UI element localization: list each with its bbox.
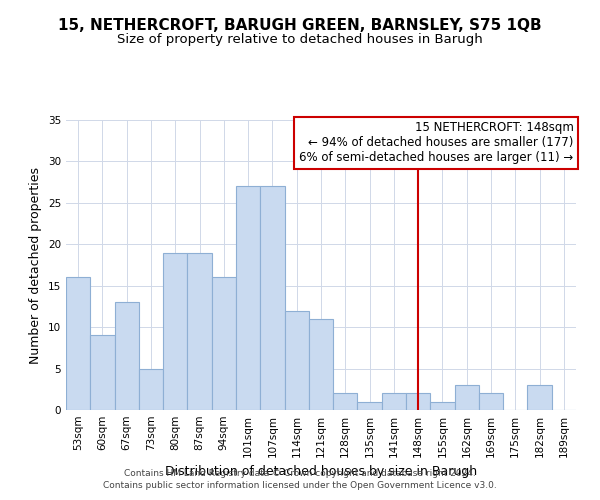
Text: Contains HM Land Registry data © Crown copyright and database right 2024.: Contains HM Land Registry data © Crown c… [124,468,476,477]
Text: Size of property relative to detached houses in Barugh: Size of property relative to detached ho… [117,32,483,46]
Bar [455,385,479,410]
X-axis label: Distribution of detached houses by size in Barugh: Distribution of detached houses by size … [165,466,477,478]
Bar [358,402,382,410]
Bar [260,186,284,410]
Bar [406,394,430,410]
Bar [479,394,503,410]
Bar [139,368,163,410]
Bar [187,252,212,410]
Bar [333,394,358,410]
Bar [309,319,333,410]
Bar [527,385,552,410]
Y-axis label: Number of detached properties: Number of detached properties [29,166,43,364]
Bar [236,186,260,410]
Bar [163,252,187,410]
Bar [382,394,406,410]
Bar [430,402,455,410]
Text: Contains public sector information licensed under the Open Government Licence v3: Contains public sector information licen… [103,481,497,490]
Bar [284,310,309,410]
Bar [90,336,115,410]
Bar [212,278,236,410]
Bar [66,278,90,410]
Text: 15 NETHERCROFT: 148sqm
← 94% of detached houses are smaller (177)
6% of semi-det: 15 NETHERCROFT: 148sqm ← 94% of detached… [299,122,574,164]
Text: 15, NETHERCROFT, BARUGH GREEN, BARNSLEY, S75 1QB: 15, NETHERCROFT, BARUGH GREEN, BARNSLEY,… [58,18,542,32]
Bar [115,302,139,410]
